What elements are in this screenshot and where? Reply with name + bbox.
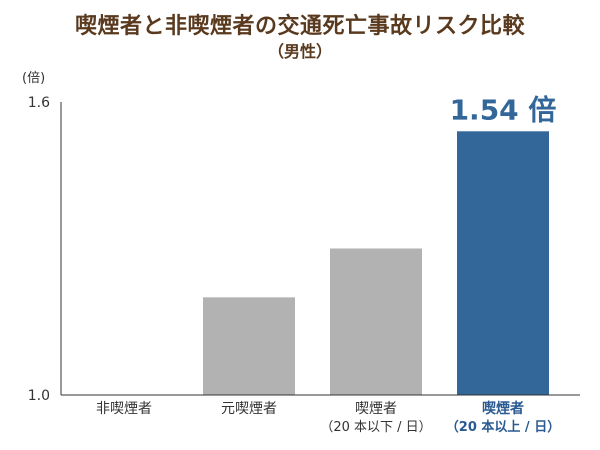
data-label-4: 1.54 倍	[450, 93, 557, 126]
x-tick-label-2: 元喫煙者	[221, 401, 277, 417]
y-axis-unit-label: (倍)	[22, 71, 45, 86]
x-tick-label-3: 喫煙者	[355, 401, 397, 417]
x-tick-label-1: 非喫煙者	[96, 401, 152, 417]
bar-2	[203, 297, 295, 395]
y-ticks: 1.0 1.6	[28, 95, 50, 404]
x-tick-sublabel-3: （20 本以下 / 日）	[320, 420, 431, 435]
chart-subtitle: （男性）	[267, 42, 332, 61]
bars	[203, 131, 549, 396]
bar-4	[457, 131, 549, 396]
x-tick-label-4: 喫煙者	[482, 400, 524, 417]
bar-3	[330, 248, 422, 395]
x-tick-sublabel-4: （20 本以上 / 日）	[446, 419, 560, 435]
chart-title: 喫煙者と非喫煙者の交通死亡事故リスク比較	[74, 14, 525, 39]
y-tick-label-2: 1.6	[28, 95, 50, 111]
y-tick-label-1: 1.0	[28, 388, 50, 404]
